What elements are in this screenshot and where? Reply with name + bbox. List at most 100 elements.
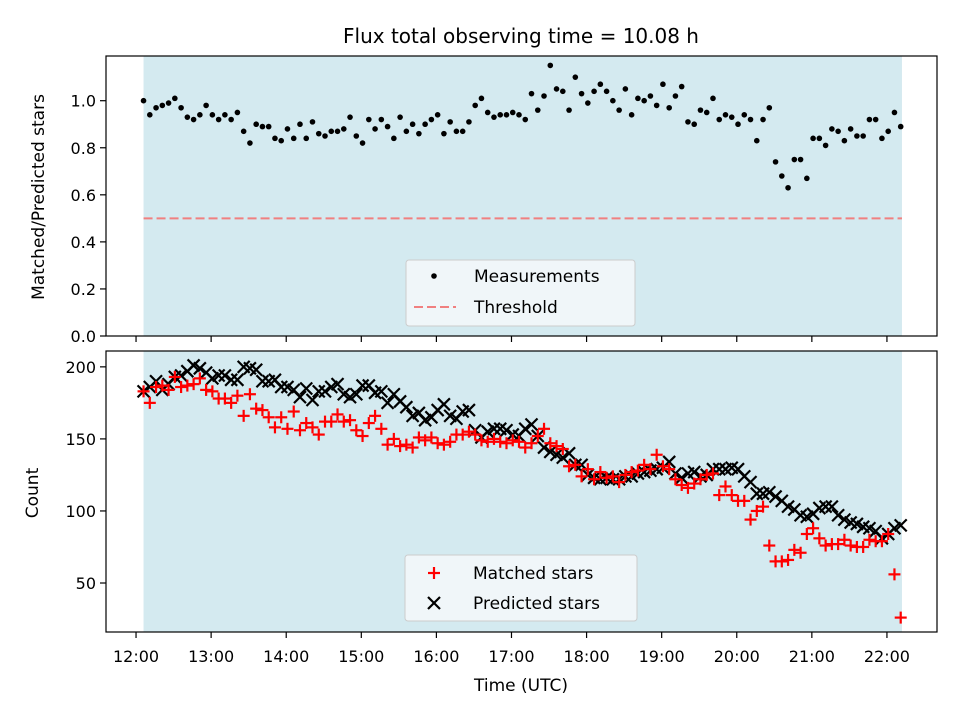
x-tick-label: 17:00 xyxy=(488,647,534,666)
measurement-point xyxy=(647,93,654,99)
measurement-point xyxy=(472,102,478,109)
predicted-stars-point xyxy=(349,387,364,402)
measurement-point xyxy=(685,119,691,125)
matched-stars-point xyxy=(800,528,813,541)
predicted-stars-point xyxy=(462,403,476,417)
matched-stars-point xyxy=(581,463,594,476)
measurement-point xyxy=(428,116,435,123)
measurement-point xyxy=(559,88,566,95)
measurement-point xyxy=(728,114,735,120)
matched-stars-point xyxy=(794,546,807,559)
measurement-point xyxy=(140,97,147,104)
matched-stars-point xyxy=(268,421,281,434)
measurement-point xyxy=(753,137,760,144)
measurement-point xyxy=(215,116,222,123)
measurement-point xyxy=(760,116,766,123)
matched-stars-legend-label: Matched stars xyxy=(473,564,593,584)
predicted-stars-point xyxy=(218,368,232,383)
predicted-stars-point xyxy=(174,368,188,383)
measurement-point xyxy=(785,184,791,191)
measurement-point xyxy=(503,112,510,118)
matched-stars-point xyxy=(782,553,795,566)
matched-stars-point xyxy=(575,470,588,483)
measurement-point xyxy=(391,135,397,142)
measurement-point xyxy=(597,81,604,88)
predicted-stars-point xyxy=(674,471,689,485)
matched-stars-point xyxy=(613,476,626,489)
predicted-stars-point xyxy=(230,373,245,387)
matched-stars-point xyxy=(844,539,857,552)
predicted-stars-point xyxy=(768,489,783,504)
measurements-legend-marker xyxy=(431,273,437,279)
matched-stars-point xyxy=(625,466,638,479)
matched-stars-point xyxy=(519,441,532,454)
measurement-point xyxy=(534,107,541,113)
predicted-stars-point xyxy=(687,465,701,479)
predicted-stars-point xyxy=(893,518,908,533)
measurement-point xyxy=(247,140,253,146)
measurement-point xyxy=(897,123,904,130)
predicted-stars-point xyxy=(399,400,414,414)
matched-stars-point xyxy=(563,460,576,473)
matched-stars-point xyxy=(744,513,757,526)
matched-stars-point xyxy=(775,555,788,568)
ratio-plot-frame xyxy=(105,55,938,337)
matched-stars-point xyxy=(175,381,188,394)
matched-stars-point xyxy=(857,540,870,553)
x-tick-label: 22:00 xyxy=(864,647,910,666)
measurement-point xyxy=(585,100,591,106)
matched-stars-point xyxy=(594,466,607,479)
matched-stars-point xyxy=(569,458,582,471)
measurement-point xyxy=(666,104,672,111)
matched-stars-point xyxy=(807,522,820,535)
measurement-point xyxy=(222,112,228,118)
predicted-stars-point xyxy=(299,381,314,396)
measurement-point xyxy=(716,116,723,123)
measurement-point xyxy=(528,90,535,97)
y-tick-label: 0.0 xyxy=(71,327,96,346)
measurement-point xyxy=(197,112,203,118)
measurement-point xyxy=(253,121,259,128)
measurement-point xyxy=(710,95,716,102)
measurement-point xyxy=(572,74,579,80)
measurement-point xyxy=(547,62,554,69)
measurement-point xyxy=(334,128,341,135)
measurement-point xyxy=(591,88,597,95)
predicted-stars-point xyxy=(556,450,570,465)
matched-stars-point xyxy=(863,533,876,546)
x-tick-label: 12:00 xyxy=(113,647,159,666)
x-tick-label: 19:00 xyxy=(639,647,685,666)
matched-stars-point xyxy=(531,430,544,443)
matched-stars-point xyxy=(663,463,676,476)
measurement-point xyxy=(672,93,679,99)
matched-stars-point xyxy=(237,409,250,422)
matched-stars-point xyxy=(544,437,557,450)
matched-stars-point xyxy=(231,389,244,402)
matched-stars-point xyxy=(788,543,801,556)
matched-stars-point xyxy=(556,442,569,455)
predicted-stars-point xyxy=(750,486,764,501)
matched-stars-point xyxy=(494,435,507,448)
matched-stars-point xyxy=(675,479,688,492)
x-tick-label: 14:00 xyxy=(263,647,309,666)
matched-stars-point xyxy=(143,396,156,409)
matched-stars-point xyxy=(550,440,563,453)
y-tick-label: 100 xyxy=(65,502,96,521)
matched-stars-point xyxy=(456,428,469,441)
measurement-point xyxy=(847,126,854,132)
counts-x-axis: 12:00 13:00 14:00 15:00 16:00 17:00 18:00 19:00… xyxy=(113,632,910,666)
measurement-point xyxy=(810,135,816,142)
matched-stars-point xyxy=(344,414,357,427)
measurement-point xyxy=(272,135,278,142)
measurement-point xyxy=(209,112,216,118)
predicted-stars-point xyxy=(487,422,501,436)
matched-stars-point xyxy=(300,417,313,430)
measurement-point xyxy=(278,137,285,144)
measurement-point xyxy=(509,109,516,116)
measurement-point xyxy=(854,133,860,139)
matched-stars-point xyxy=(250,402,263,415)
predicted-stars-point xyxy=(831,508,845,523)
measurement-point xyxy=(397,114,403,120)
measurement-point xyxy=(885,128,891,135)
matched-stars-point xyxy=(193,372,206,385)
